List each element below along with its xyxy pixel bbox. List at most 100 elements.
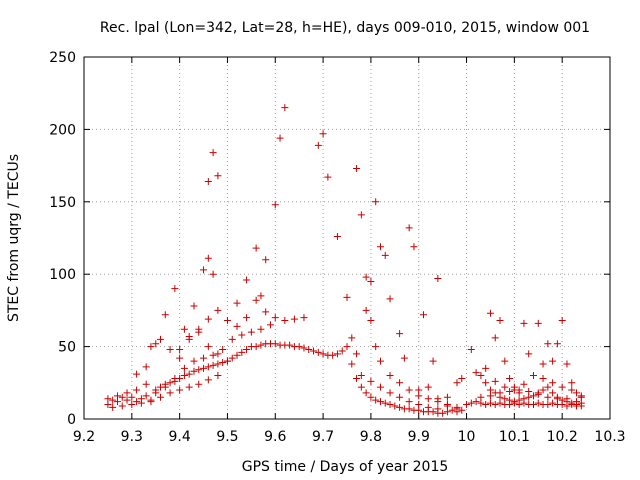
x-tick-label: 9.5 (216, 429, 238, 445)
data-point (118, 393, 126, 401)
data-point (305, 345, 313, 353)
data-point (252, 244, 260, 252)
data-point (381, 251, 389, 259)
data-point (104, 395, 112, 403)
data-point (223, 317, 231, 325)
x-tick-label: 9.8 (360, 429, 382, 445)
data-point (472, 398, 480, 406)
data-point (396, 403, 404, 411)
data-point (558, 317, 566, 325)
data-point (257, 341, 265, 349)
data-point (257, 292, 265, 300)
data-point (415, 386, 423, 394)
data-point (128, 393, 136, 401)
data-point (405, 398, 413, 406)
data-point (161, 311, 169, 319)
data-point (252, 343, 260, 351)
data-point (157, 393, 165, 401)
data-point (128, 401, 136, 409)
data-point (477, 393, 485, 401)
data-point (204, 376, 212, 384)
data-point (276, 134, 284, 142)
data-point (544, 340, 552, 348)
data-point (520, 319, 528, 327)
data-point (180, 372, 188, 380)
data-point (453, 379, 461, 387)
data-point (381, 399, 389, 407)
data-point (458, 406, 466, 414)
data-point (271, 340, 279, 348)
data-point (491, 377, 499, 385)
data-point (123, 389, 131, 397)
data-point (200, 354, 208, 362)
data-point (424, 383, 432, 391)
data-point (405, 224, 413, 232)
data-point (467, 399, 475, 407)
data-point (367, 317, 375, 325)
x-tick-label: 9.9 (408, 429, 430, 445)
data-point (486, 392, 494, 400)
data-point (420, 311, 428, 319)
data-point (290, 315, 298, 323)
data-point (434, 405, 442, 413)
y-tick-labels: 0 50 100 150 200 250 (49, 50, 76, 428)
data-point (247, 328, 255, 336)
data-point (133, 386, 141, 394)
data-point (238, 331, 246, 339)
data-point (549, 389, 557, 397)
data-point (563, 360, 571, 368)
data-point (405, 405, 413, 413)
y-axis-label: STEC from uqrg / TECUs (6, 154, 22, 322)
data-point (544, 401, 552, 409)
data-point (443, 393, 451, 401)
data-point (209, 149, 217, 157)
data-point (157, 335, 165, 343)
data-point (209, 361, 217, 369)
data-point (544, 393, 552, 401)
data-point (233, 322, 241, 330)
data-point (176, 345, 184, 353)
data-point (147, 398, 155, 406)
data-point (573, 398, 581, 406)
data-point (214, 372, 222, 380)
data-point (353, 374, 361, 382)
data-point (549, 379, 557, 387)
x-tick-label: 9.6 (264, 429, 286, 445)
data-point (338, 347, 346, 355)
data-point (295, 343, 303, 351)
data-point (190, 367, 198, 375)
data-point (348, 334, 356, 342)
data-point (180, 364, 188, 372)
data-point (501, 357, 509, 365)
data-point (405, 386, 413, 394)
data-point (501, 383, 509, 391)
data-point (176, 354, 184, 362)
data-point (233, 351, 241, 359)
data-point (123, 396, 131, 404)
data-point (506, 387, 514, 395)
data-point (396, 379, 404, 387)
grid-lines (84, 57, 610, 419)
data-point (166, 379, 174, 387)
data-point (219, 359, 227, 367)
data-point (209, 351, 217, 359)
data-point (209, 270, 217, 278)
data-point (549, 399, 557, 407)
x-tick-label: 10 (458, 429, 476, 445)
data-point (319, 130, 327, 138)
data-point (534, 399, 542, 407)
data-point (463, 401, 471, 409)
data-point (204, 343, 212, 351)
data-point (367, 377, 375, 385)
data-point (310, 347, 318, 355)
data-point (410, 243, 418, 251)
data-point (434, 275, 442, 283)
data-point (252, 296, 260, 304)
data-point (262, 256, 270, 264)
x-tick-labels: 9.2 9.3 9.4 9.5 9.6 9.7 9.8 9.9 10 10.1 10.2 10.3 (73, 429, 626, 445)
data-point (233, 299, 241, 307)
data-point (118, 402, 126, 410)
data-point (353, 164, 361, 172)
data-point (190, 302, 198, 310)
data-point (329, 351, 337, 359)
